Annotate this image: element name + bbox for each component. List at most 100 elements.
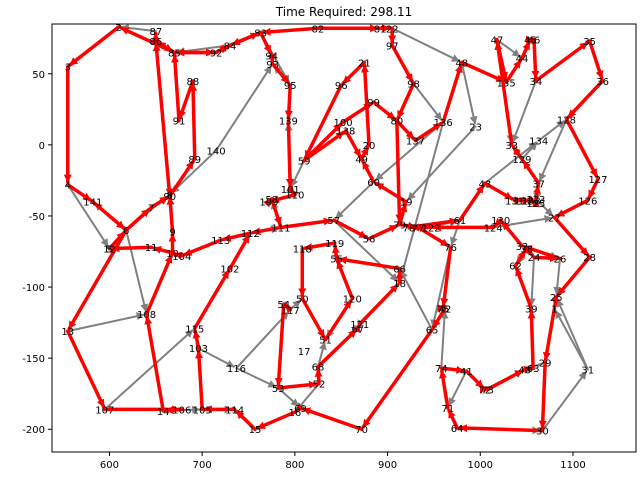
route-edge (144, 253, 174, 316)
route-edge (189, 82, 198, 161)
node-label: 120 (343, 294, 362, 305)
route-edge (361, 159, 376, 184)
node-label: 65 (426, 326, 439, 337)
gray-edge (448, 369, 468, 407)
route-edge (91, 199, 126, 230)
node-label: 66 (393, 265, 406, 276)
gray-edge (407, 125, 477, 201)
gray-edge (391, 27, 461, 63)
node-label: 1 (551, 304, 557, 315)
route-edge (523, 245, 562, 261)
route-edge (587, 177, 600, 200)
node-label: 86 (149, 37, 162, 48)
route-edge (66, 329, 106, 409)
route-edge (167, 159, 195, 198)
route-edge (221, 231, 253, 242)
gray-edge (277, 387, 300, 407)
route-edge (166, 195, 175, 234)
route-edge (374, 181, 408, 204)
plot-area: 1234567891011121314151617181920212223242… (51, 23, 637, 453)
route-edge (294, 403, 305, 413)
route-edge (270, 62, 291, 85)
route-edge (144, 315, 165, 413)
node-label: 123 (526, 195, 545, 206)
node-label: 108 (137, 310, 156, 321)
route-edge (514, 266, 534, 311)
route-edge (251, 225, 283, 236)
route-edge (283, 303, 294, 314)
route-edge (542, 306, 557, 362)
node-label: 37 (532, 179, 545, 190)
gray-edge (511, 79, 537, 144)
node-label: 56 (363, 235, 376, 246)
route-edge (300, 296, 326, 339)
node-label: 58 (265, 195, 278, 206)
node-label: 28 (583, 253, 596, 264)
gray-edge (460, 61, 478, 125)
route-edge (149, 195, 169, 210)
node-label: 84 (224, 41, 237, 52)
route-edge (341, 102, 373, 124)
node-label: 134 (529, 137, 548, 148)
gray-edge (538, 118, 568, 182)
route-edge (439, 365, 466, 374)
node-label: 100 (334, 118, 353, 129)
gray-edge (332, 219, 399, 282)
gray-edge (317, 341, 327, 368)
node-label: 135 (497, 78, 516, 89)
gray-edge (66, 312, 145, 333)
route-edge (532, 254, 559, 263)
node-label: 79 (393, 220, 406, 231)
node-label: 112 (241, 229, 260, 240)
route-edge (485, 369, 524, 392)
node-label: 27 (548, 213, 561, 224)
gray-edge (215, 65, 272, 152)
node-label: 60 (367, 178, 380, 189)
node-label: 39 (525, 304, 538, 315)
route-edge (566, 79, 605, 119)
route-edge (301, 407, 364, 431)
gray-edge (554, 310, 589, 371)
node-label: 61 (454, 216, 467, 227)
route-edge (531, 37, 540, 80)
node-label: 49 (355, 155, 368, 166)
node-label: 80 (390, 117, 403, 128)
gray-edge (170, 149, 218, 194)
node-label: 67 (352, 324, 365, 335)
y-tick-label: 50 (32, 70, 45, 81)
node-label: 14 (157, 407, 170, 418)
node-label: 10 (166, 249, 179, 260)
node-label: 140 (207, 147, 226, 158)
node-label: 78 (403, 223, 416, 234)
x-tick-label: 700 (193, 460, 212, 471)
node-label: 136 (434, 118, 453, 129)
node-label: 109 (259, 198, 278, 209)
node-label: 74 (435, 364, 448, 375)
node-label: 9 (169, 228, 175, 239)
route-edge (367, 224, 399, 241)
gray-edge (556, 298, 589, 371)
route-edge (441, 63, 463, 124)
route-edge (178, 79, 195, 120)
node-label: 36 (596, 77, 609, 88)
node-label: 45 (524, 36, 537, 47)
node-label: 92 (210, 48, 223, 59)
node-label: 42 (439, 304, 452, 315)
node-label: 3 (65, 63, 71, 74)
node-label: 99 (367, 98, 380, 109)
route-edge (341, 60, 367, 85)
x-tick-label: 1000 (468, 460, 493, 471)
node-label: 33 (505, 141, 518, 152)
node-label: 8 (167, 191, 173, 202)
plot-frame (51, 23, 637, 453)
gray-edge (450, 219, 461, 246)
node-label: 102 (220, 265, 239, 276)
node-label: 95 (284, 81, 297, 92)
route-edge (395, 118, 404, 224)
node-label: 127 (588, 175, 607, 186)
node-label: 29 (539, 358, 552, 369)
node-label: 132 (514, 196, 533, 207)
gray-edge (537, 120, 566, 142)
route-edge (361, 327, 434, 429)
